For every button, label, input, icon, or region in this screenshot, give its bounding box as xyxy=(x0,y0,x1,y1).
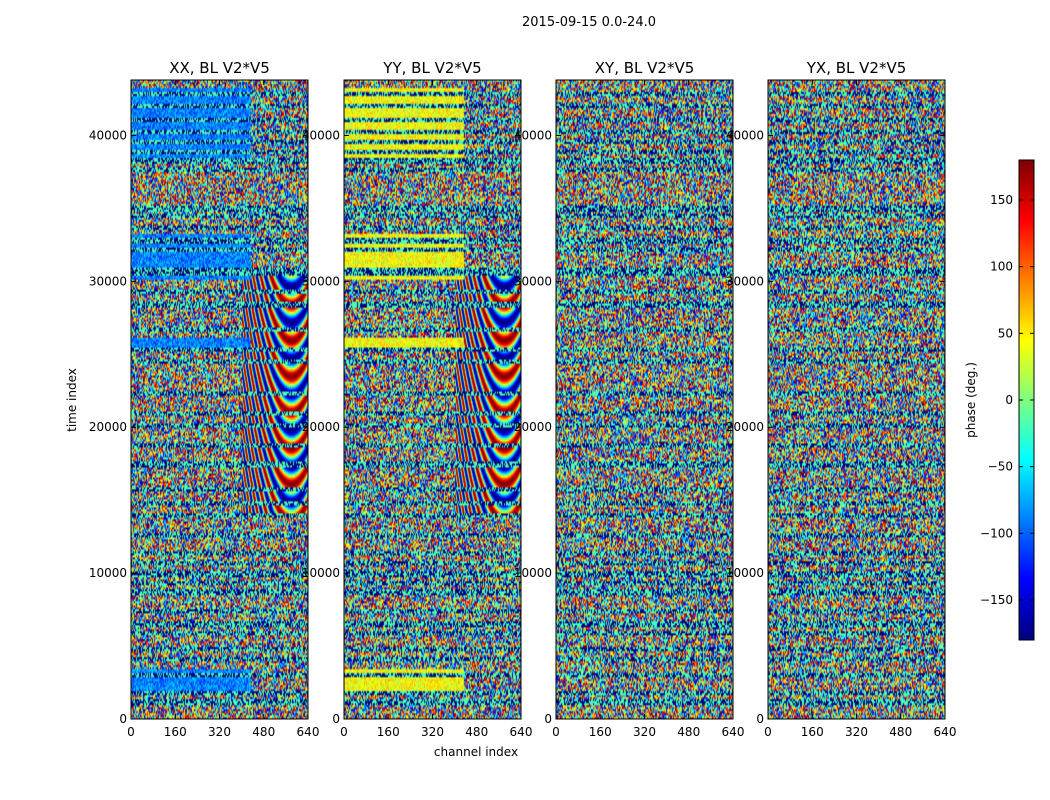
colorbar-gradient xyxy=(1019,160,1034,640)
x-tick-label: 480 xyxy=(677,725,700,739)
x-tick-label: 640 xyxy=(297,725,320,739)
x-tick-label: 320 xyxy=(421,725,444,739)
colorbar-tick-label: 0 xyxy=(1005,393,1013,407)
colorbar-tick-label: 150 xyxy=(990,193,1013,207)
colorbar-label: phase (deg.) xyxy=(964,362,978,438)
y-tick-label: 40000 xyxy=(89,128,127,142)
y-tick-label: 40000 xyxy=(302,128,340,142)
panel-title-xy: XY, BL V2*V5 xyxy=(595,59,695,77)
y-tick-label: 30000 xyxy=(514,274,552,288)
heatmap-image-yx xyxy=(768,80,945,719)
heatmap-image-xx xyxy=(131,80,308,719)
x-tick-label: 480 xyxy=(252,725,275,739)
x-tick-label: 320 xyxy=(633,725,656,739)
x-tick-label: 480 xyxy=(465,725,488,739)
y-tick-label: 20000 xyxy=(726,420,764,434)
x-tick-label: 0 xyxy=(127,725,135,739)
x-tick-label: 640 xyxy=(722,725,745,739)
panel-xx: XX, BL V2*V5 0 160 320 480 640 0 10000 20000 3000… xyxy=(89,59,320,739)
x-tick-label: 0 xyxy=(340,725,348,739)
x-tick-label: 320 xyxy=(845,725,868,739)
y-tick-label: 10000 xyxy=(302,566,340,580)
heatmap-image-yy xyxy=(344,80,521,719)
figure-suptitle: 2015-09-15 0.0-24.0 xyxy=(522,15,656,30)
colorbar-tick-label: −100 xyxy=(980,526,1013,540)
panels-group: XX, BL V2*V5 0 160 320 480 640 0 10000 20000 3000… xyxy=(89,59,957,739)
y-tick-label: 40000 xyxy=(514,128,552,142)
y-tick-label: 30000 xyxy=(302,274,340,288)
colorbar-tick-label: −150 xyxy=(980,593,1013,607)
x-tick-label: 160 xyxy=(377,725,400,739)
panel-title-yy: YY, BL V2*V5 xyxy=(382,59,481,77)
panel-yx: YX, BL V2*V5 0 160 320 480 640 0 10000 20000 3000… xyxy=(726,59,957,739)
colorbar-tick-label: 100 xyxy=(990,260,1013,274)
colorbar-tick-label: −50 xyxy=(988,460,1013,474)
y-tick-label: 0 xyxy=(544,712,552,726)
x-tick-label: 640 xyxy=(934,725,957,739)
panel-xy: XY, BL V2*V5 0 160 320 480 640 0 10000 20000 3000… xyxy=(514,59,745,739)
x-axis-label: channel index xyxy=(434,745,518,759)
x-tick-label: 640 xyxy=(510,725,533,739)
y-tick-label: 0 xyxy=(332,712,340,726)
y-tick-label: 10000 xyxy=(89,566,127,580)
colorbar: −150 −100 −50 0 50 100 150 xyxy=(980,159,1035,641)
x-tick-label: 0 xyxy=(552,725,560,739)
x-tick-label: 320 xyxy=(208,725,231,739)
x-tick-label: 160 xyxy=(589,725,612,739)
x-tick-label: 160 xyxy=(164,725,187,739)
y-tick-label: 20000 xyxy=(514,420,552,434)
y-tick-label: 30000 xyxy=(89,274,127,288)
y-tick-label: 40000 xyxy=(726,128,764,142)
y-tick-label: 20000 xyxy=(89,420,127,434)
y-tick-label: 0 xyxy=(756,712,764,726)
x-tick-label: 160 xyxy=(801,725,824,739)
x-tick-label: 480 xyxy=(889,725,912,739)
panel-title-yx: YX, BL V2*V5 xyxy=(806,59,907,77)
panel-yy: YY, BL V2*V5 0 160 320 480 640 0 10000 20000 3000… xyxy=(302,59,533,739)
y-axis-label: time index xyxy=(65,368,79,432)
colorbar-tick-label: 50 xyxy=(998,326,1013,340)
y-tick-label: 10000 xyxy=(514,566,552,580)
y-tick-label: 0 xyxy=(119,712,127,726)
y-tick-label: 30000 xyxy=(726,274,764,288)
panel-title-xx: XX, BL V2*V5 xyxy=(169,59,270,77)
x-tick-label: 0 xyxy=(764,725,772,739)
y-tick-label: 20000 xyxy=(302,420,340,434)
y-tick-label: 10000 xyxy=(726,566,764,580)
heatmap-image-xy xyxy=(556,80,733,719)
